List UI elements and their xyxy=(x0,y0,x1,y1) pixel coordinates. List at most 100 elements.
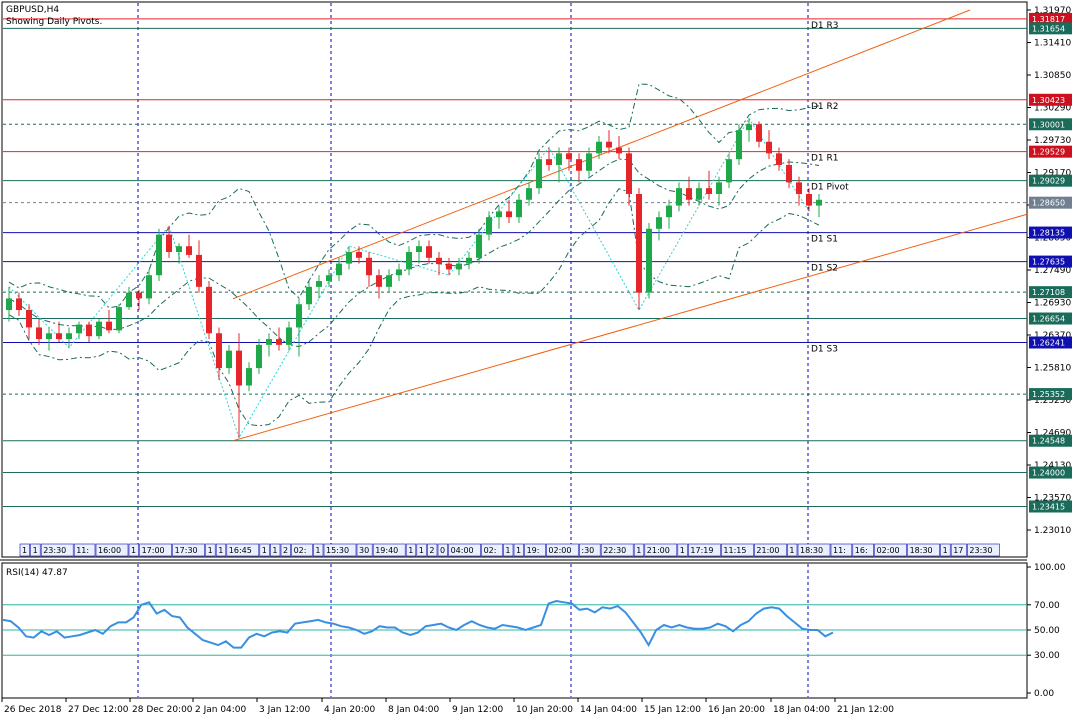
event-marker xyxy=(73,543,96,557)
event-marker xyxy=(950,543,967,557)
candle-body xyxy=(466,257,472,264)
event-marker-label: 1 xyxy=(218,546,223,555)
event-marker xyxy=(787,543,798,557)
candle-body xyxy=(496,211,502,218)
event-marker-label: 1 xyxy=(131,546,136,555)
event-marker xyxy=(172,543,205,557)
candle-body xyxy=(96,321,102,337)
zigzag-line xyxy=(8,117,810,439)
price-tick-label: 1.30850 xyxy=(1034,71,1071,81)
event-marker xyxy=(356,543,373,557)
event-marker-label: 1 xyxy=(789,546,794,555)
candle-body xyxy=(196,254,202,287)
rsi-tick-label: 30.00 xyxy=(1034,651,1060,661)
candle-body xyxy=(246,368,252,386)
event-marker-label: 19: xyxy=(527,546,540,555)
candle-body xyxy=(796,182,802,194)
price-tag-label: 1.29029 xyxy=(1032,177,1065,186)
event-marker xyxy=(205,543,216,557)
pivot-labels: D1 R3 D1 R2 D1 R1 D1 Pivot D1 S1 D1 S2 D1 S3 xyxy=(811,21,849,355)
candle-body xyxy=(126,292,132,308)
candle-body xyxy=(306,286,312,305)
event-marker-label: :30 xyxy=(581,546,594,555)
price-tag-label: 1.31654 xyxy=(1032,24,1065,33)
event-marker-label: 02: xyxy=(484,546,497,555)
candle-body xyxy=(286,327,292,345)
time-tick-label: 14 Jan 04:00 xyxy=(580,705,637,715)
price-tag xyxy=(1029,500,1072,513)
event-marker-label: 2 xyxy=(283,546,288,555)
time-tick-label: 18 Jan 04:00 xyxy=(773,705,830,715)
candle-body xyxy=(516,199,522,218)
price-tick-label: 1.23010 xyxy=(1034,526,1071,536)
event-marker xyxy=(907,543,940,557)
candle-body xyxy=(316,281,322,287)
symbol-title: GBPUSD,H4 xyxy=(6,5,59,15)
event-marker xyxy=(372,543,406,557)
price-axis: 1.31970 1.31410 1.30850 1.30290 1.29730 1.291… xyxy=(1027,6,1071,536)
candle-body xyxy=(436,257,442,264)
price-tag-label: 1.24548 xyxy=(1032,437,1065,446)
event-marker xyxy=(139,543,172,557)
price-tick-label: 1.25810 xyxy=(1034,364,1071,374)
price-tag xyxy=(1029,93,1072,106)
time-tick-label: 8 Jan 04:00 xyxy=(388,705,440,715)
price-tick-label: 1.24130 xyxy=(1034,461,1071,471)
event-marker-label: 04:00 xyxy=(451,546,474,555)
pivot-label: D1 R1 xyxy=(811,154,839,164)
price-tick-label: 1.26370 xyxy=(1034,331,1071,341)
time-tick-label: 15 Jan 12:00 xyxy=(644,705,701,715)
price-tag xyxy=(1029,196,1072,209)
price-tag-label: 1.29529 xyxy=(1032,148,1065,157)
event-marker-label: 16: xyxy=(855,546,868,555)
event-marker-label: 21:00 xyxy=(756,546,779,555)
bollinger-lower xyxy=(8,188,820,427)
event-marker-label: 1 xyxy=(516,546,521,555)
time-axis: 26 Dec 2018 27 Dec 12:00 28 Dec 20:00 2 Jan… xyxy=(1,698,894,715)
event-marker-label: 1 xyxy=(272,546,277,555)
event-marker-label: 15:30 xyxy=(326,546,349,555)
price-tag-label: 1.30001 xyxy=(1032,120,1065,129)
price-tag-label: 1.30423 xyxy=(1032,96,1065,105)
candle-body xyxy=(416,246,422,253)
event-marker xyxy=(40,543,74,557)
candle-body xyxy=(816,199,822,206)
candle-body xyxy=(406,252,412,270)
trend-channel[interactable] xyxy=(232,9,1028,442)
candle-body xyxy=(606,141,612,148)
event-marker xyxy=(688,543,721,557)
candle-body xyxy=(596,141,602,154)
candle-body xyxy=(756,124,762,142)
candle-body xyxy=(446,263,452,270)
candle-body xyxy=(746,124,752,131)
event-marker-label: 30 xyxy=(359,546,369,555)
rsi-axis: 100.00 70.00 50.00 30.00 0.00 xyxy=(1027,563,1066,699)
candle-body xyxy=(166,234,172,253)
event-marker xyxy=(448,543,481,557)
candle-body xyxy=(716,182,722,194)
candle-body xyxy=(296,304,302,328)
pivot-label: D1 R3 xyxy=(811,21,839,31)
candle-body xyxy=(186,246,192,255)
event-marker-label: 17:19 xyxy=(690,546,713,555)
event-marker xyxy=(546,543,579,557)
event-marker-label: 1 xyxy=(262,546,267,555)
event-marker-label: 21:00 xyxy=(647,546,670,555)
price-tick-label: 1.24690 xyxy=(1034,429,1071,439)
candle-body xyxy=(216,333,222,369)
event-marker xyxy=(940,543,951,557)
candle-body xyxy=(456,263,462,270)
candle-body xyxy=(116,307,122,331)
candle-body xyxy=(36,327,42,340)
time-tick-label: 4 Jan 20:00 xyxy=(324,705,376,715)
pivot-label: D1 S1 xyxy=(811,235,838,245)
price-tag-label: 1.28135 xyxy=(1032,229,1065,238)
event-marker-label: 1 xyxy=(315,546,320,555)
price-tag xyxy=(1029,434,1072,447)
candle-body xyxy=(636,193,642,293)
price-tag-label: 1.27635 xyxy=(1032,258,1065,267)
event-marker-label: 19:40 xyxy=(375,546,398,555)
candle-body xyxy=(336,263,342,276)
event-marker xyxy=(503,543,514,557)
